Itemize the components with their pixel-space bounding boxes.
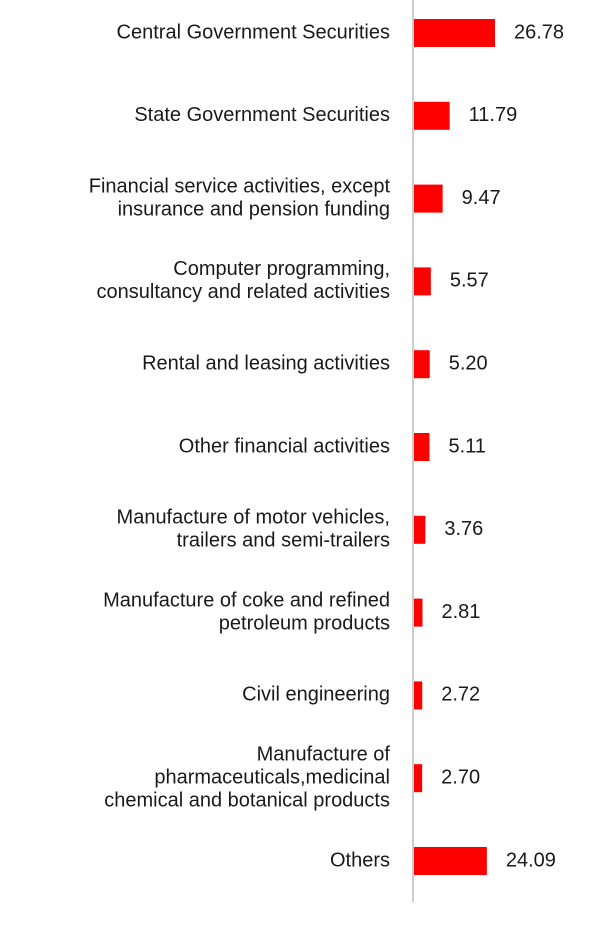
category-label-manufacture-of-pharmaceuticals-medicinal-chemical-and-botanical-products: Manufacture of pharmaceuticals,medicinal c… (104, 743, 390, 811)
category-label-line: insurance and pension funding (118, 198, 390, 220)
value-label-financial-service-activities-except-insurance-and-pension-funding: 9.47 (462, 187, 501, 209)
category-label-computer-programming-consultancy-and-related-activities: Computer programming, consultancy and rel… (97, 258, 391, 303)
bar-manufacture-of-coke-and-refined-petroleum-products (414, 598, 423, 627)
category-label-other-financial-activities: Other financial activities (179, 435, 390, 457)
category-label-financial-service-activities-except-insurance-and-pension-funding: Financial service activities, except insu… (89, 175, 391, 220)
bar-other-financial-activities (414, 433, 430, 461)
category-label-line: consultancy and related activities (97, 281, 391, 303)
value-label-manufacture-of-pharmaceuticals-medicinal-chemical-and-botanical-products: 2.70 (441, 766, 480, 788)
bar-manufacture-of-motor-vehicles-trailers-and-semi-trailers (414, 515, 426, 544)
category-label-line: State Government Securities (134, 104, 390, 126)
category-label-line: Financial service activities, except (89, 175, 391, 197)
category-label-line: trailers and semi-trailers (177, 530, 390, 552)
bar-others (414, 847, 487, 875)
category-label-line: pharmaceuticals,medicinal (154, 766, 390, 788)
category-label-line: Other financial activities (179, 435, 390, 457)
category-label-line: Rental and leasing activities (142, 352, 390, 374)
category-label-others: Others (330, 849, 390, 871)
value-label-computer-programming-consultancy-and-related-activities: 5.57 (450, 270, 489, 292)
bar-central-government-securities (414, 19, 495, 47)
value-label-central-government-securities: 26.78 (514, 21, 564, 43)
value-label-manufacture-of-motor-vehicles-trailers-and-semi-trailers: 3.76 (444, 518, 483, 540)
category-label-manufacture-of-motor-vehicles-trailers-and-semi-trailers: Manufacture of motor vehicles, trailers a… (117, 507, 390, 552)
bar-manufacture-of-pharmaceuticals-medicinal-chemical-and-botanical-products (414, 764, 423, 793)
bar-civil-engineering (414, 681, 423, 710)
category-label-line: Manufacture of (257, 743, 391, 765)
category-label-state-government-securities: State Government Securities (134, 104, 390, 126)
value-labels: 26.78 11.79 9.47 5.57 5.20 5.11 3.76 2.81 2.72 2.… (441, 21, 564, 871)
category-label-manufacture-of-coke-and-refined-petroleum-products: Manufacture of coke and refined petroleum… (103, 589, 390, 634)
value-label-manufacture-of-coke-and-refined-petroleum-products: 2.81 (441, 601, 480, 623)
category-label-line: petroleum products (219, 612, 390, 634)
bar-state-government-securities (414, 101, 450, 130)
category-label-line: Manufacture of motor vehicles, (117, 507, 390, 529)
category-labels: Central Government Securities State Gover… (89, 21, 391, 871)
value-label-others: 24.09 (506, 849, 556, 871)
category-label-line: Computer programming, (173, 258, 390, 280)
value-label-rental-and-leasing-activities: 5.20 (449, 352, 488, 374)
category-label-central-government-securities: Central Government Securities (117, 21, 390, 43)
category-label-line: Central Government Securities (117, 21, 390, 43)
category-label-line: chemical and botanical products (104, 789, 390, 811)
bar-rental-and-leasing-activities (414, 350, 430, 379)
category-label-line: Manufacture of coke and refined (103, 589, 390, 611)
value-label-state-government-securities: 11.79 (469, 104, 518, 126)
bar-financial-service-activities-except-insurance-and-pension-funding (414, 184, 443, 213)
bar-computer-programming-consultancy-and-related-activities (414, 267, 431, 296)
category-label-line: Civil engineering (242, 684, 390, 706)
value-label-other-financial-activities: 5.11 (448, 435, 485, 457)
value-label-civil-engineering: 2.72 (441, 684, 480, 706)
category-label-line: Others (330, 849, 390, 871)
category-label-civil-engineering: Civil engineering (242, 684, 390, 706)
bars-layer (414, 19, 495, 875)
category-label-rental-and-leasing-activities: Rental and leasing activities (142, 352, 390, 374)
